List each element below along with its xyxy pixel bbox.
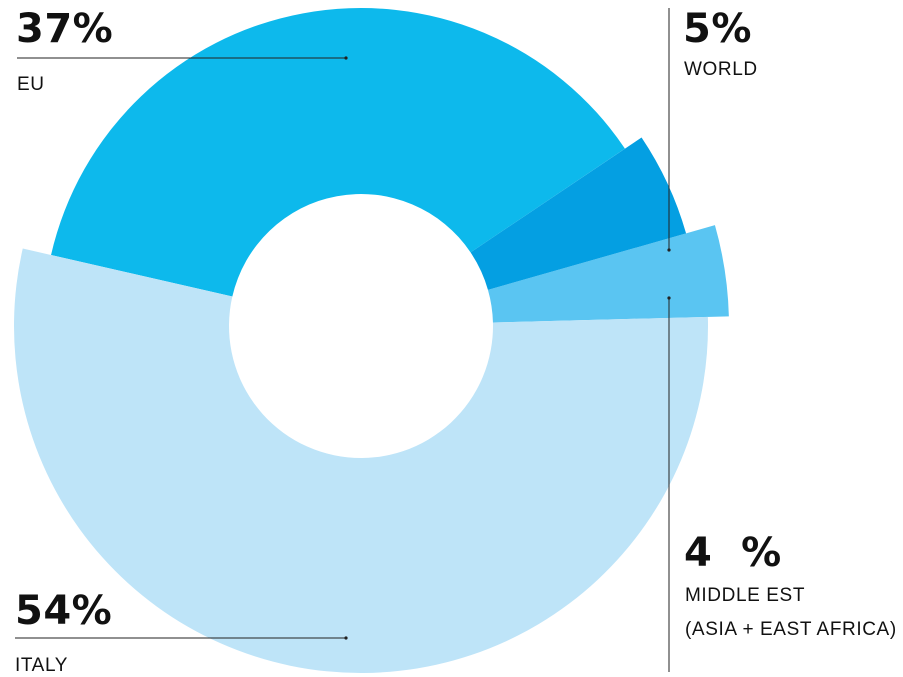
middle-east-leader-dot — [667, 296, 671, 300]
world-percent-label: 5% — [683, 6, 752, 52]
eu-slice — [51, 8, 625, 297]
eu-category-label: EU — [17, 74, 45, 95]
eu-percent-label: 37% — [16, 6, 114, 52]
middle-east-percent-label: 4 % — [684, 530, 782, 576]
world-leader-dot — [667, 248, 671, 252]
middle-east-category-sublabel: (ASIA + EAST AFRICA) — [685, 619, 897, 640]
leader-lines — [15, 8, 671, 672]
eu-leader-dot — [344, 56, 348, 60]
middle-east-category-label: MIDDLE EST — [685, 585, 806, 606]
italy-category-label: ITALY — [15, 655, 68, 676]
italy-leader-dot — [344, 636, 348, 640]
world-slice — [470, 137, 687, 290]
world-category-label: WORLD — [684, 59, 758, 80]
italy-percent-label: 54% — [15, 588, 113, 634]
italy-slice — [14, 248, 709, 673]
donut-slices — [14, 8, 729, 673]
